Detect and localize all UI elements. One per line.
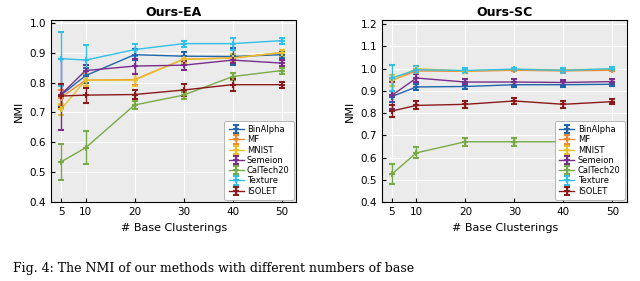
Title: Ours-EA: Ours-EA <box>146 6 202 19</box>
X-axis label: # Base Clusterings: # Base Clusterings <box>120 223 227 233</box>
Legend: BinAlpha, MF, MNIST, Semeion, CalTech20, Texture, ISOLET: BinAlpha, MF, MNIST, Semeion, CalTech20,… <box>225 121 294 200</box>
Legend: BinAlpha, MF, MNIST, Semeion, CalTech20, Texture, ISOLET: BinAlpha, MF, MNIST, Semeion, CalTech20,… <box>556 121 625 200</box>
Text: Fig. 4: The NMI of our methods with different numbers of base: Fig. 4: The NMI of our methods with diff… <box>13 262 414 275</box>
Y-axis label: NMI: NMI <box>345 100 355 122</box>
X-axis label: # Base Clusterings: # Base Clusterings <box>452 223 558 233</box>
Y-axis label: NMI: NMI <box>14 100 24 122</box>
Title: Ours-SC: Ours-SC <box>477 6 532 19</box>
